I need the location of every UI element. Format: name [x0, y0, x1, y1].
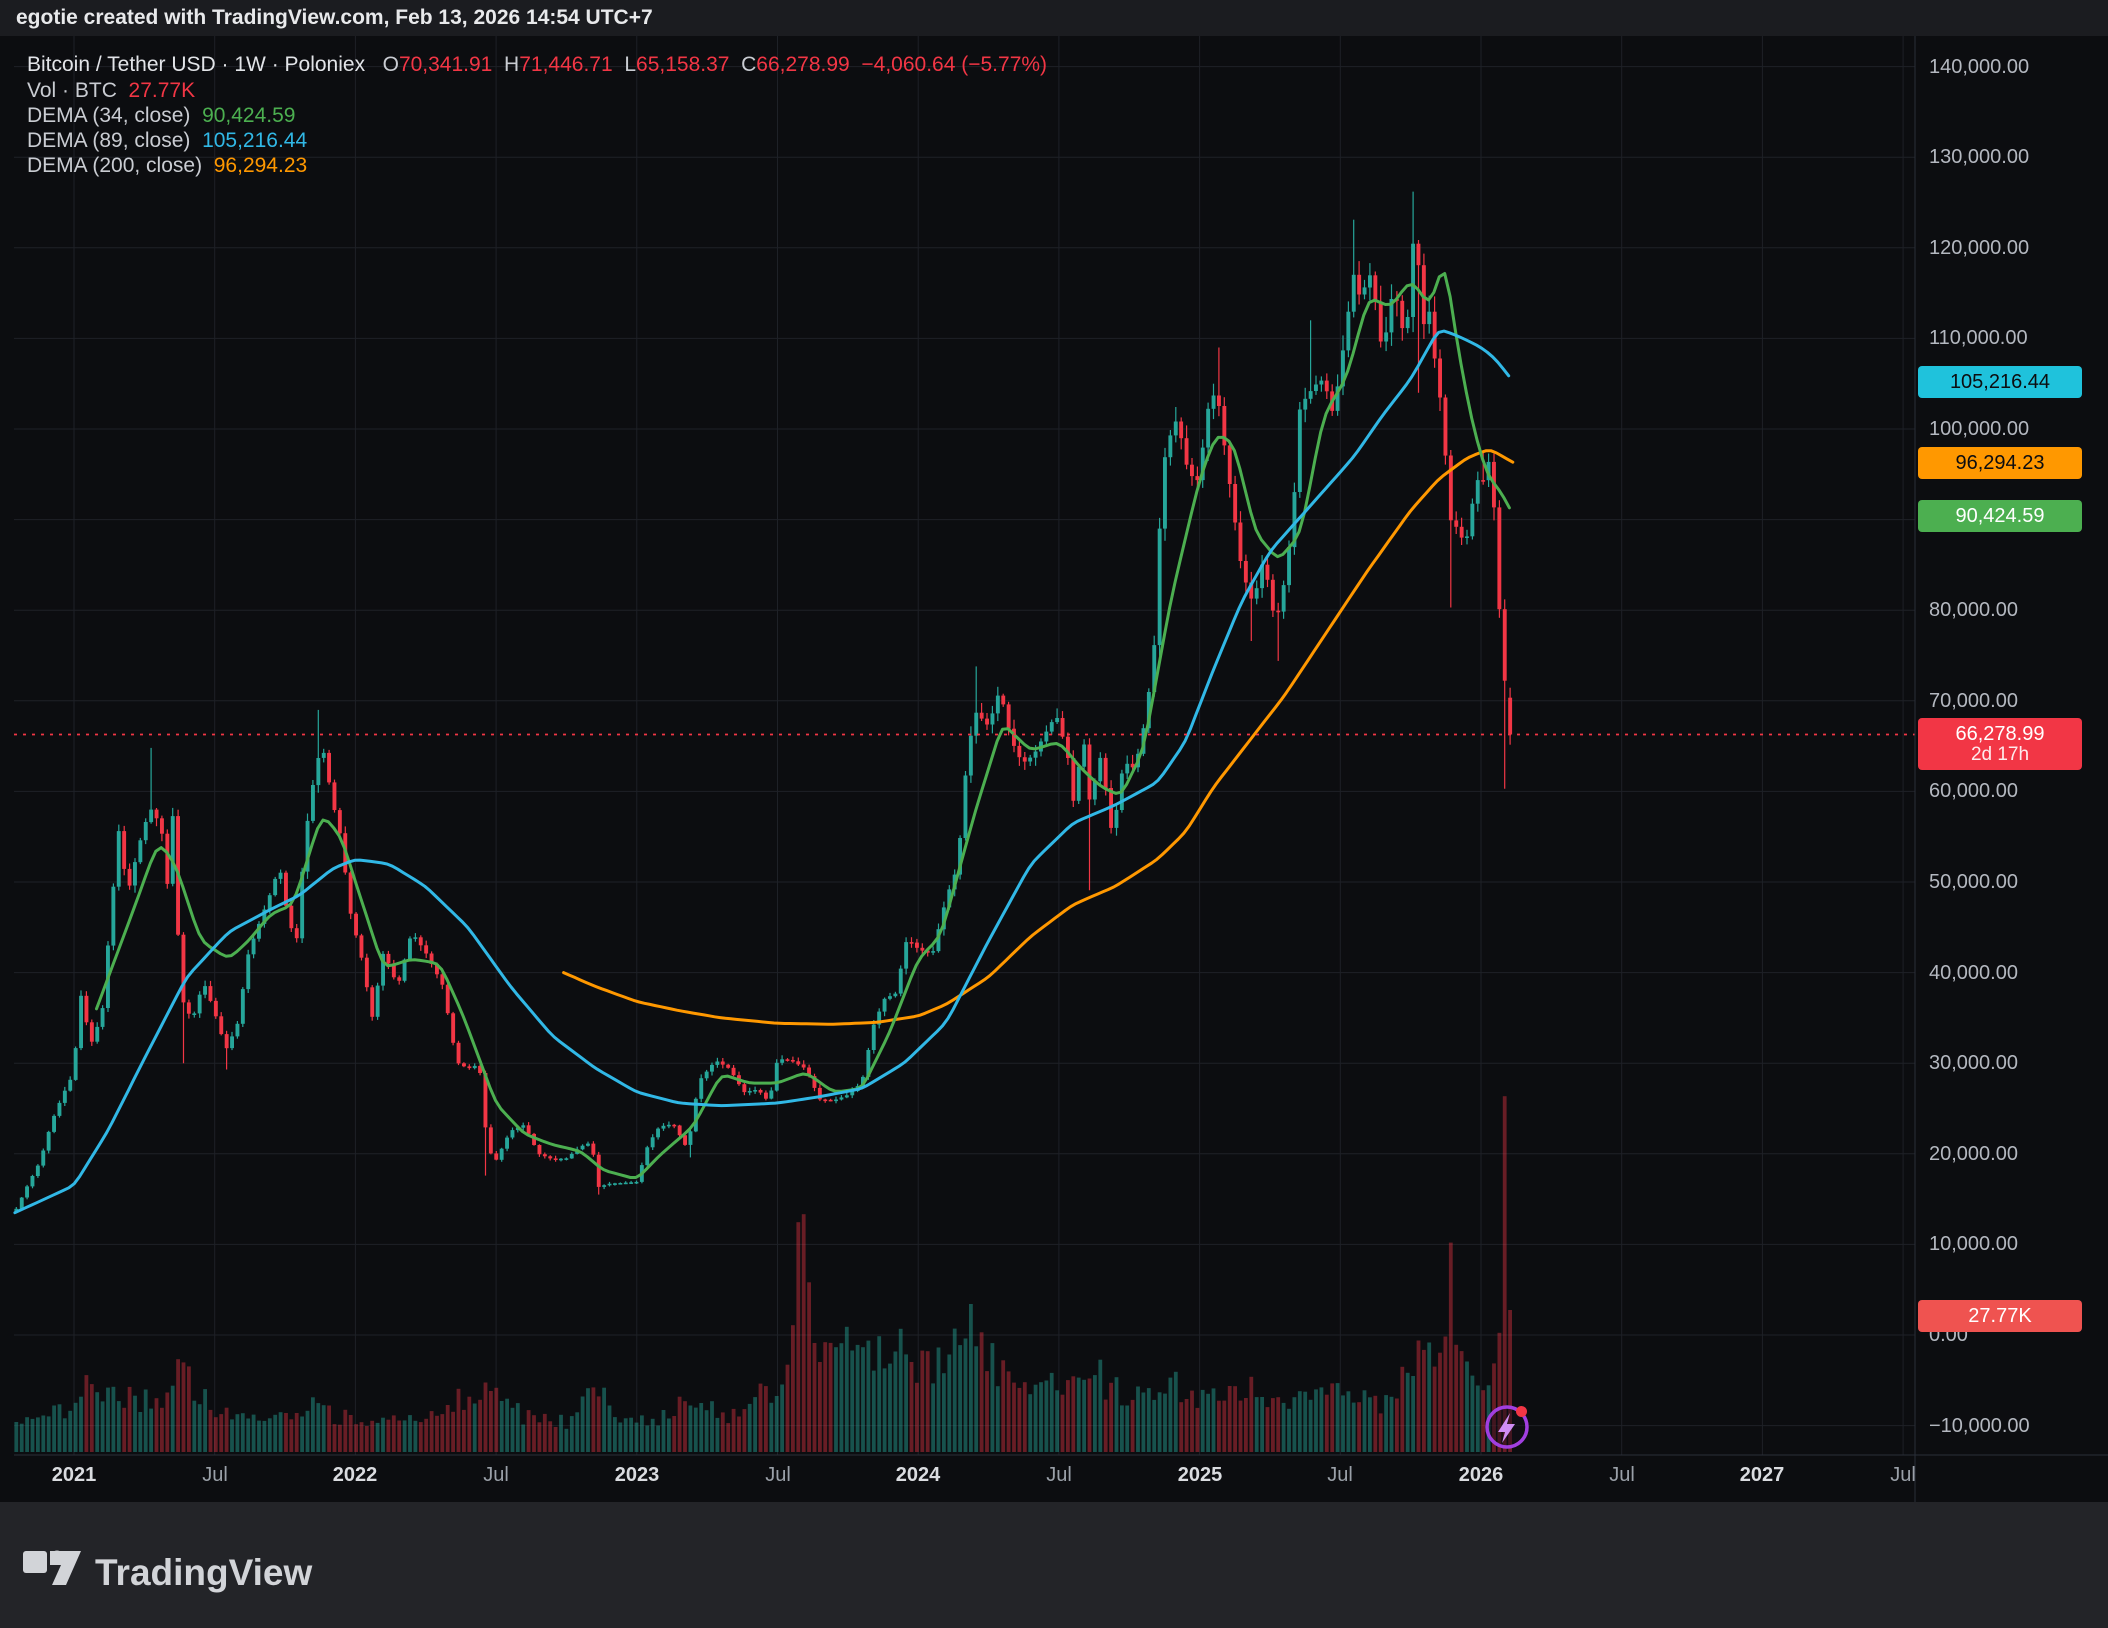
chart-pane[interactable]: [0, 36, 2108, 1502]
legend-dema34-row[interactable]: DEMA (34, close) 90,424.59: [27, 103, 296, 129]
top-strip: egotie created with TradingView.com, Feb…: [0, 0, 2108, 36]
price-axis-label: 100,000.00: [1929, 418, 2030, 440]
ohlc-open-label: O: [382, 53, 399, 76]
ohlc-high-value: 71,446.71: [519, 53, 613, 76]
legend-symbol-row[interactable]: Bitcoin / Tether USD · 1W · Poloniex O70…: [27, 52, 1047, 78]
time-axis-label: Jul: [1046, 1464, 1072, 1486]
price-axis-label: 70,000.00: [1929, 690, 2018, 712]
price-axis-label: 110,000.00: [1929, 327, 2028, 349]
volume-label: Vol · BTC: [27, 79, 117, 102]
price-axis-label: 80,000.00: [1929, 599, 2018, 621]
ohlc-close-value: 66,278.99: [756, 53, 850, 76]
volume-tag: 27.77K: [1918, 1300, 2082, 1332]
time-axis-label: Jul: [1327, 1464, 1353, 1486]
legend-dema200-row[interactable]: DEMA (200, close) 96,294.23: [27, 153, 307, 179]
dema34-line: [95, 272, 1511, 1179]
dema200-label: DEMA (200, close): [27, 154, 203, 177]
price-axis-label: 10,000.00: [1929, 1233, 2018, 1255]
indicator-price-tag: 105,216.44: [1918, 366, 2082, 398]
price-axis-label: −10,000.00: [1929, 1415, 2030, 1437]
dema89-line: [13, 329, 1511, 1215]
price-axis-label: 140,000.00: [1929, 56, 2030, 78]
watermark-note: egotie created with TradingView.com, Feb…: [16, 6, 653, 29]
time-axis-label: 2026: [1458, 1464, 1504, 1486]
time-axis-label: Jul: [202, 1464, 228, 1486]
price-axis-label: 40,000.00: [1929, 962, 2018, 984]
symbol-title: Bitcoin / Tether USD · 1W · Poloniex: [27, 53, 366, 76]
tradingview-wordmark: TradingView: [95, 1552, 312, 1593]
time-axis-label: 2021: [51, 1464, 97, 1486]
dema200-value: 96,294.23: [213, 154, 308, 177]
time-axis-label: 2027: [1739, 1464, 1785, 1486]
price-axis-label: 50,000.00: [1929, 871, 2018, 893]
time-axis-label: 2025: [1177, 1464, 1223, 1486]
price-axis-label: 120,000.00: [1929, 237, 2030, 259]
time-axis-label: Jul: [765, 1464, 791, 1486]
dema200-line: [562, 449, 1515, 1026]
legend-dema89-row[interactable]: DEMA (89, close) 105,216.44: [27, 128, 307, 154]
lightning-idea-icon[interactable]: [1485, 1405, 1529, 1449]
change-value: −4,060.64 (−5.77%): [861, 53, 1048, 76]
dema89-value: 105,216.44: [202, 129, 308, 152]
dema34-label: DEMA (34, close): [27, 104, 191, 127]
price-axis-label: 130,000.00: [1929, 146, 2030, 168]
time-axis-label: 2022: [332, 1464, 378, 1486]
time-axis-label: Jul: [483, 1464, 509, 1486]
legend-volume-row[interactable]: Vol · BTC 27.77K: [27, 78, 195, 104]
price-axis-label: 60,000.00: [1929, 780, 2018, 802]
time-axis-label: 2023: [614, 1464, 660, 1486]
countdown-timer: 2d 17h: [1970, 744, 2030, 765]
time-axis-label: Jul: [1890, 1464, 1916, 1486]
indicator-price-tag: 96,294.23: [1918, 447, 2082, 479]
ohlc-high-label: H: [504, 53, 520, 76]
indicator-price-tag: 90,424.59: [1918, 500, 2082, 532]
price-axis-label: 30,000.00: [1929, 1052, 2018, 1074]
time-axis-label: 2024: [895, 1464, 941, 1486]
time-axis-label: Jul: [1609, 1464, 1635, 1486]
ohlc-open-value: 70,341.91: [398, 53, 493, 76]
ohlc-low-label: L: [624, 53, 637, 76]
volume-value: 27.77K: [128, 79, 196, 102]
last-price-tag: 66,278.99 2d 17h: [1918, 718, 2082, 770]
price-axis-label: 20,000.00: [1929, 1143, 2018, 1165]
ohlc-close-label: C: [741, 53, 757, 76]
dema89-label: DEMA (89, close): [27, 129, 191, 152]
tradingview-logo[interactable]: TradingView: [23, 1550, 312, 1594]
ohlc-low-value: 65,158.37: [636, 53, 730, 76]
dema34-value: 90,424.59: [202, 104, 296, 127]
